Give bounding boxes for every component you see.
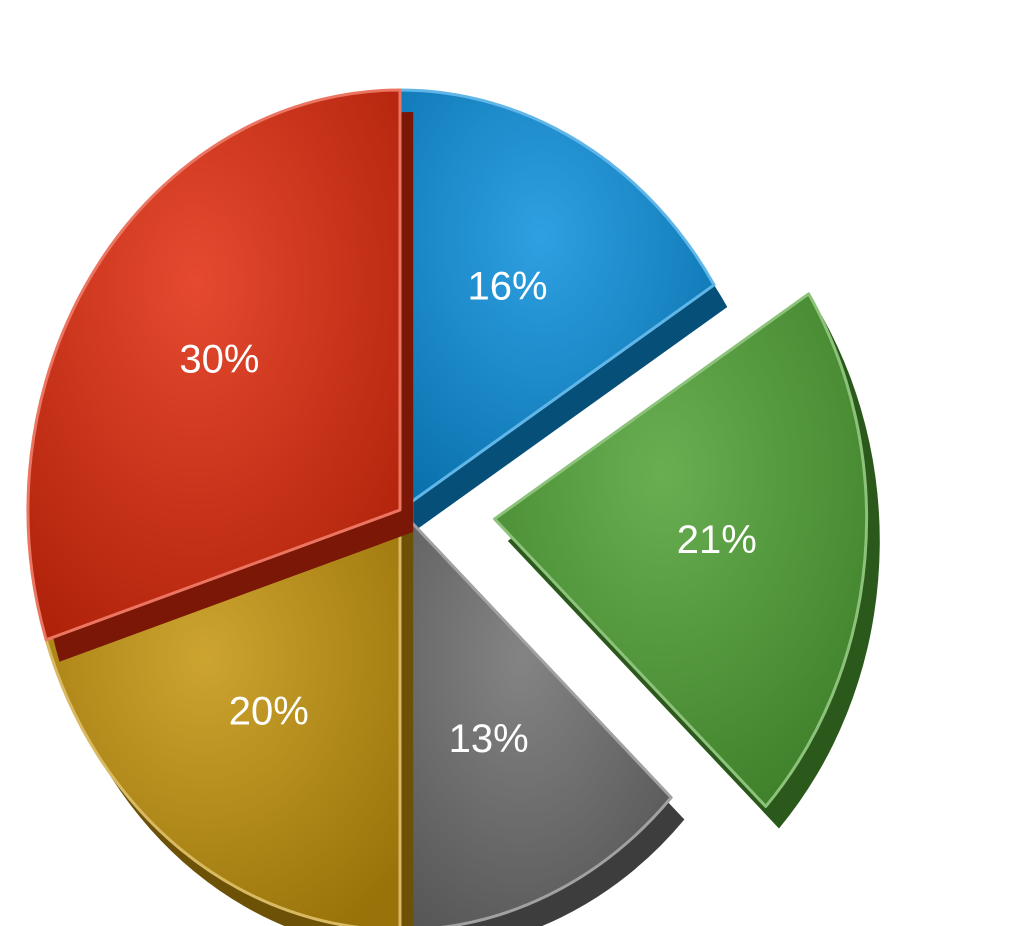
slice-data-label: 21%: [677, 518, 757, 562]
pie-labels: 16% 21% 13% 20% 30%: [179, 265, 756, 761]
pie-slice[interactable]: [26, 88, 402, 642]
slice-data-label: 20%: [229, 689, 309, 733]
slice-data-label: 16%: [467, 265, 547, 309]
pie-slices: [26, 88, 880, 926]
slice-data-label: 13%: [449, 717, 529, 761]
slice-data-label: 30%: [179, 337, 259, 381]
pie-slice[interactable]: [493, 292, 869, 808]
pie-slice[interactable]: [398, 508, 673, 926]
pie-slice[interactable]: [398, 88, 716, 512]
